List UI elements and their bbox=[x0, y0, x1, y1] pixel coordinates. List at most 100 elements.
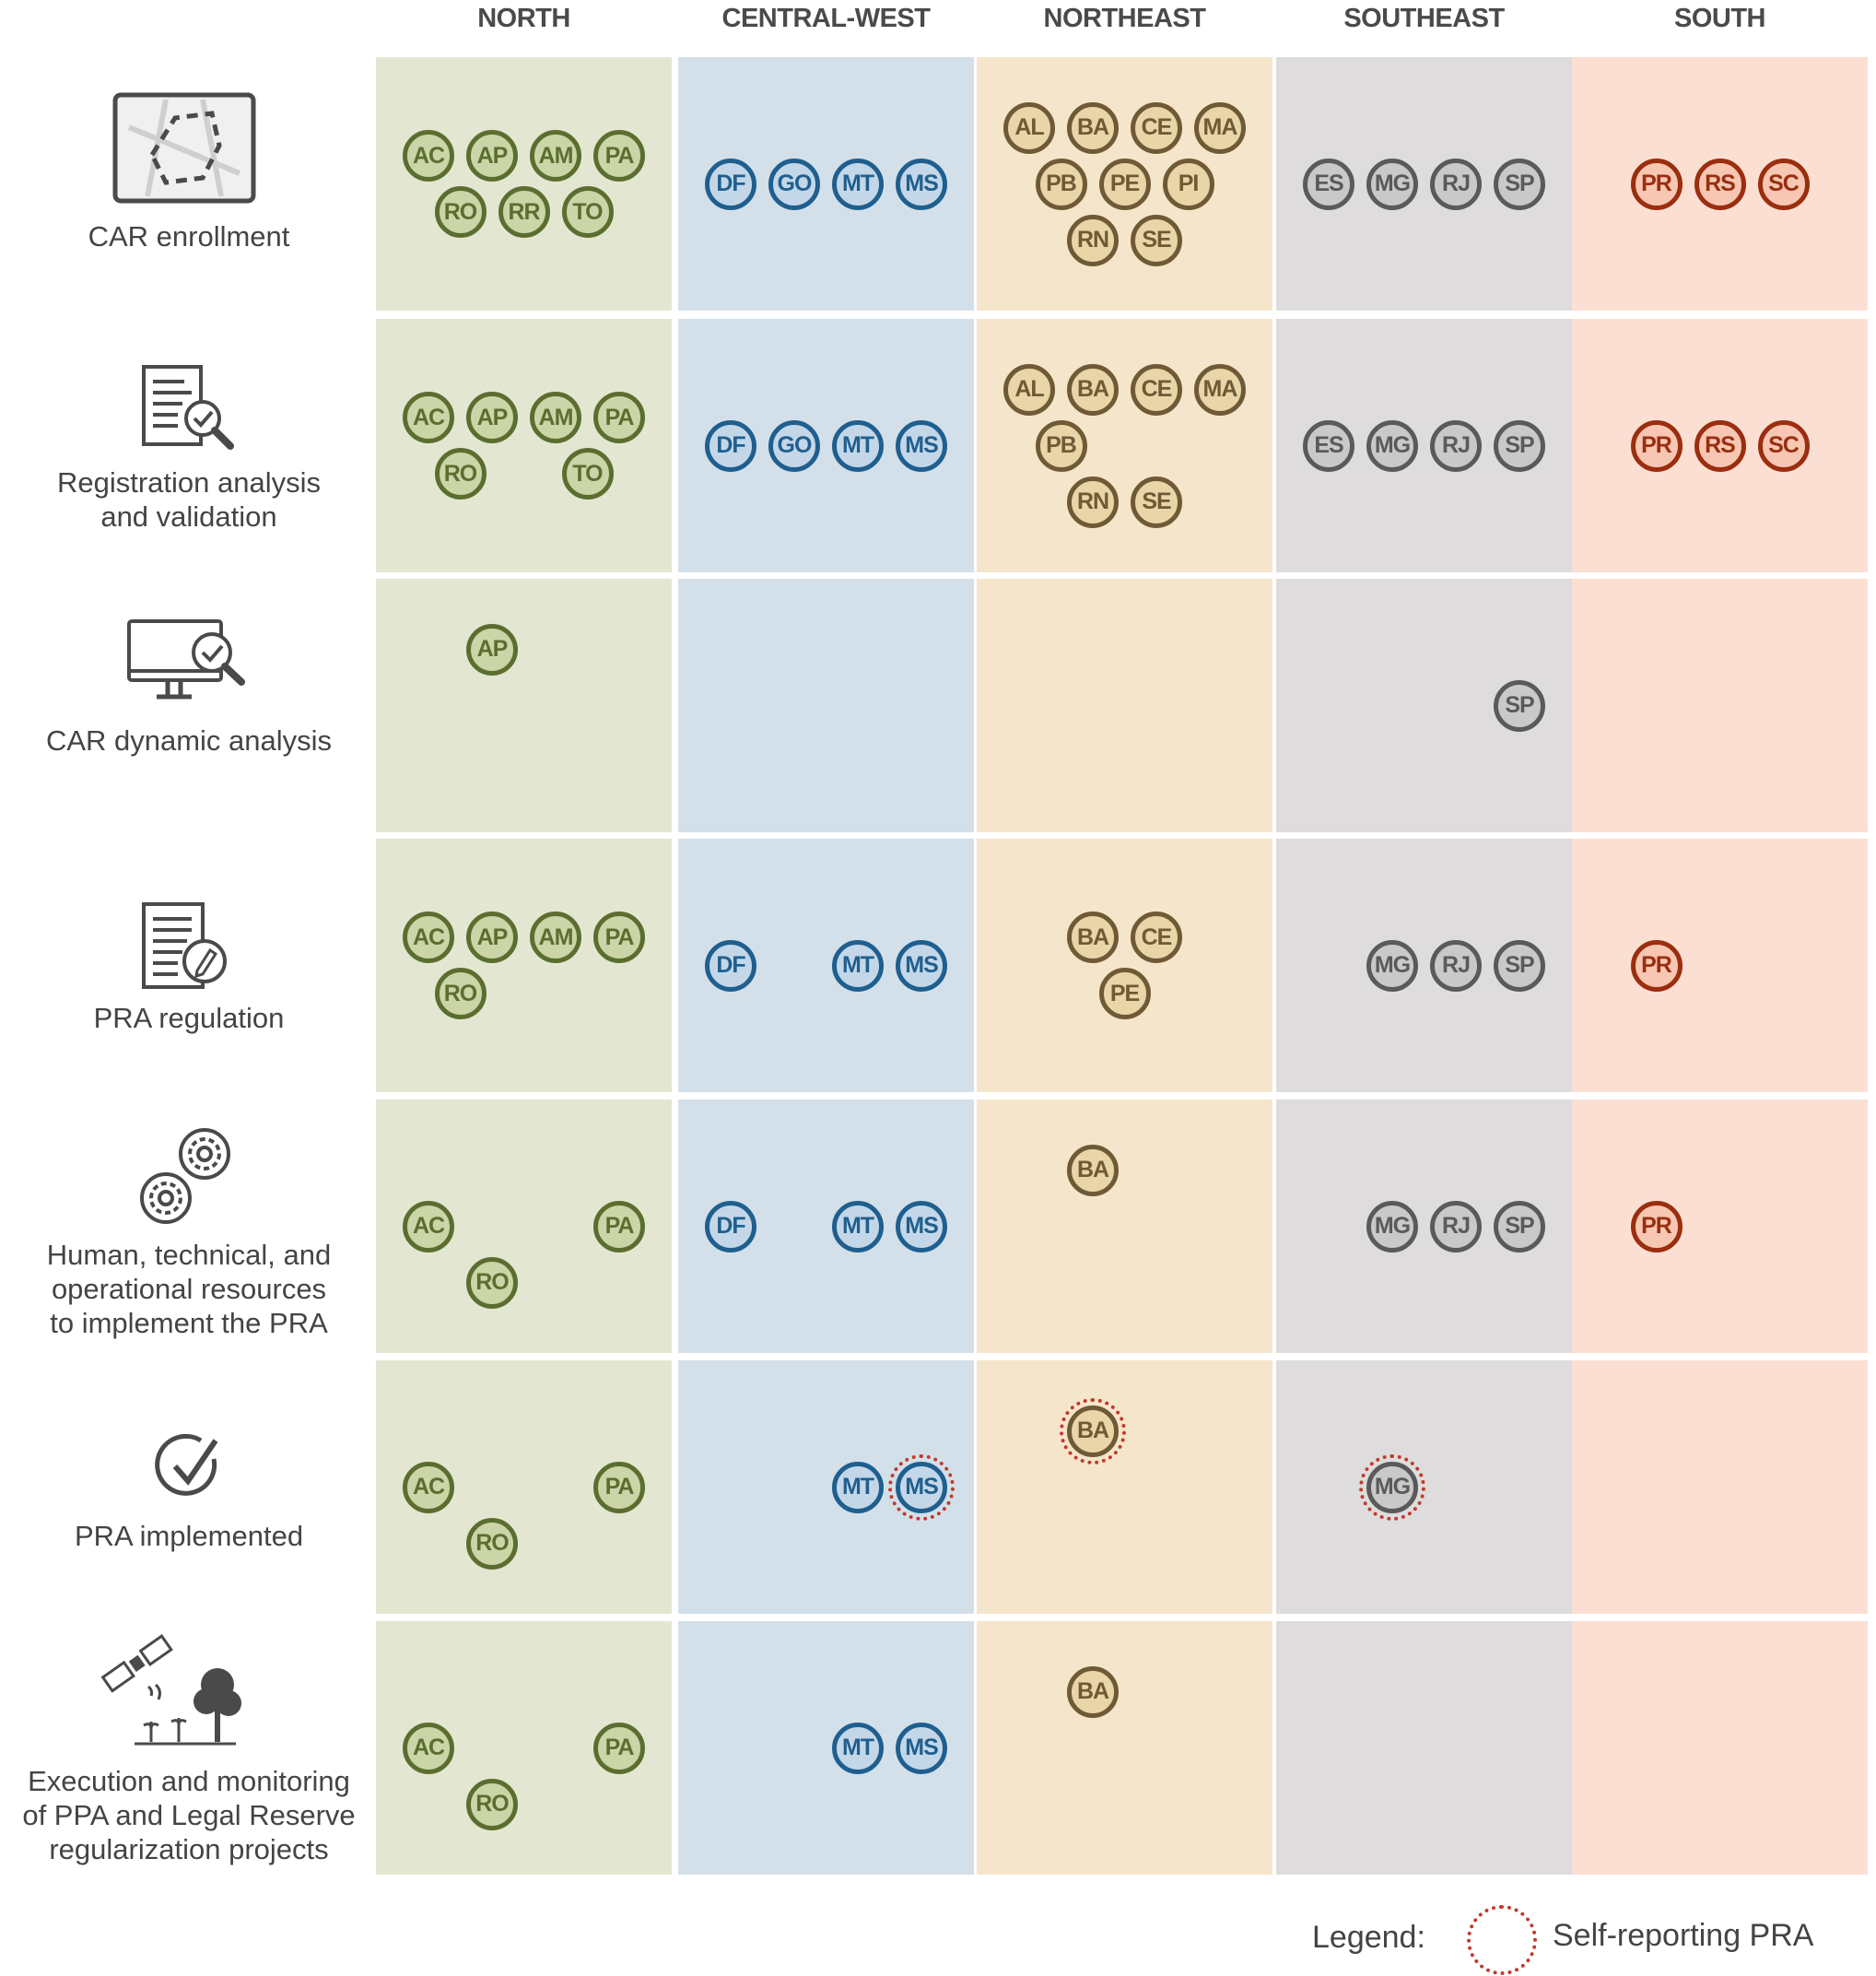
state-badge-df: DF bbox=[705, 419, 756, 472]
cell-dynamic_analysis-northeast bbox=[977, 579, 1272, 832]
cell-execution_monitoring-south bbox=[1572, 1621, 1868, 1875]
state-badge-pa: PA bbox=[593, 1722, 645, 1774]
state-badge-pr: PR bbox=[1630, 158, 1683, 210]
state-badge-mt: MT bbox=[832, 1722, 884, 1774]
stage-label-line: Registration analysis bbox=[56, 466, 322, 499]
state-badge-ro: RO bbox=[466, 1517, 518, 1570]
state-badge-ac: AC bbox=[403, 1200, 454, 1253]
state-badge-ba: BA bbox=[1067, 101, 1119, 154]
state-badge-al: AL bbox=[1003, 363, 1055, 416]
stage-label-dynamic_analysis: CAR dynamic analysis bbox=[18, 723, 359, 758]
state-badge-se: SE bbox=[1131, 476, 1182, 528]
state-badge-ap: AP bbox=[466, 912, 518, 963]
state-badge-rn: RN bbox=[1067, 476, 1119, 528]
state-badge-ma: MA bbox=[1194, 101, 1246, 154]
state-badge-pb: PB bbox=[1035, 419, 1087, 472]
state-badge-ac: AC bbox=[403, 392, 454, 443]
cell-resources-south bbox=[1572, 1100, 1868, 1353]
state-badge-ro: RO bbox=[434, 448, 487, 500]
stage-label-registration_analysis: Registration analysis and validation bbox=[18, 465, 359, 534]
state-badge-ro: RO bbox=[466, 1256, 518, 1309]
state-badge-ce: CE bbox=[1131, 912, 1182, 963]
state-badge-ap: AP bbox=[466, 392, 518, 443]
state-badge-mg: MG bbox=[1366, 158, 1418, 210]
stage-label-line: regularization projects bbox=[49, 1833, 329, 1865]
state-badge-rr: RR bbox=[498, 186, 550, 238]
state-badge-mg: MG bbox=[1366, 1200, 1418, 1253]
state-badge-rj: RJ bbox=[1430, 158, 1482, 210]
state-badge-to: TO bbox=[561, 448, 614, 500]
stage-label-line: and validation bbox=[100, 500, 277, 533]
cell-car_enrollment-north bbox=[376, 57, 672, 311]
state-badge-am: AM bbox=[530, 130, 581, 182]
state-badge-df: DF bbox=[705, 158, 756, 210]
legend-self-reporting-label: Self-reporting PRA bbox=[1553, 1918, 1814, 1953]
state-badge-pi: PI bbox=[1162, 158, 1214, 210]
state-badge-mg: MG bbox=[1366, 1461, 1418, 1513]
state-badge-ac: AC bbox=[403, 130, 454, 182]
state-badge-pa: PA bbox=[593, 1461, 645, 1513]
stage-label-car_enrollment: CAR enrollment bbox=[18, 219, 359, 253]
cell-registration_analysis-northeast bbox=[977, 319, 1272, 572]
state-badge-rj: RJ bbox=[1430, 419, 1482, 472]
state-badge-pe: PE bbox=[1098, 968, 1151, 1019]
document-search-icon bbox=[136, 363, 247, 460]
gears-icon bbox=[136, 1126, 238, 1232]
state-badge-df: DF bbox=[705, 1200, 756, 1253]
state-badge-mg: MG bbox=[1366, 419, 1418, 472]
state-badge-es: ES bbox=[1303, 419, 1354, 472]
state-badge-go: GO bbox=[768, 158, 820, 210]
column-header-north: NORTH bbox=[477, 4, 570, 33]
state-badge-ma: MA bbox=[1194, 363, 1246, 416]
state-badge-rs: RS bbox=[1694, 419, 1746, 472]
state-badge-sc: SC bbox=[1757, 419, 1810, 472]
state-badge-sp: SP bbox=[1494, 939, 1545, 992]
cell-pra_regulation-northeast bbox=[977, 839, 1272, 1092]
cell-dynamic_analysis-north bbox=[376, 579, 672, 832]
state-badge-pr: PR bbox=[1630, 1200, 1683, 1253]
stage-label-line: of PPA and Legal Reserve bbox=[22, 1799, 356, 1831]
state-badge-pb: PB bbox=[1035, 158, 1087, 210]
cell-execution_monitoring-southeast bbox=[1276, 1621, 1572, 1875]
column-header-southeast: SOUTHEAST bbox=[1343, 4, 1505, 33]
map-boundary-icon bbox=[111, 90, 258, 215]
state-badge-ac: AC bbox=[403, 912, 454, 963]
state-badge-pa: PA bbox=[593, 392, 645, 443]
state-badge-pr: PR bbox=[1630, 939, 1683, 992]
legend-title: Legend: bbox=[1312, 1920, 1425, 1955]
state-badge-ba: BA bbox=[1067, 1665, 1119, 1718]
state-badge-am: AM bbox=[530, 392, 581, 443]
state-badge-ms: MS bbox=[896, 419, 947, 472]
state-badge-es: ES bbox=[1303, 158, 1354, 210]
state-badge-ce: CE bbox=[1131, 363, 1182, 416]
column-header-central_west: CENTRAL-WEST bbox=[721, 4, 931, 33]
state-badge-mt: MT bbox=[832, 939, 884, 992]
stage-label-pra_regulation: PRA regulation bbox=[18, 1001, 359, 1035]
state-badge-pa: PA bbox=[593, 1200, 645, 1253]
stage-label-resources: Human, technical, and operational resourc… bbox=[18, 1238, 359, 1340]
legend-self-reporting-marker bbox=[1467, 1905, 1537, 1975]
state-badge-ms: MS bbox=[896, 1461, 947, 1513]
state-badge-am: AM bbox=[530, 912, 581, 963]
state-badge-ms: MS bbox=[896, 158, 947, 210]
state-badge-df: DF bbox=[705, 939, 756, 992]
state-badge-mt: MT bbox=[832, 158, 884, 210]
state-badge-sc: SC bbox=[1757, 158, 1810, 210]
stage-label-execution_monitoring: Execution and monitoring of PPA and Legal… bbox=[18, 1764, 359, 1866]
state-badge-ro: RO bbox=[466, 1778, 518, 1830]
state-badge-ac: AC bbox=[403, 1722, 454, 1774]
state-badge-ms: MS bbox=[896, 939, 947, 992]
state-badge-pa: PA bbox=[593, 912, 645, 963]
stage-label-line: CAR enrollment bbox=[88, 220, 290, 253]
state-badge-mt: MT bbox=[832, 1461, 884, 1513]
stage-label-line: CAR dynamic analysis bbox=[45, 724, 333, 757]
stage-label-line: to implement the PRA bbox=[50, 1307, 328, 1339]
stage-label-line: Human, technical, and bbox=[46, 1239, 332, 1271]
state-badge-ba: BA bbox=[1067, 363, 1119, 416]
cell-dynamic_analysis-south bbox=[1572, 579, 1868, 832]
state-badge-ce: CE bbox=[1131, 101, 1182, 154]
stage-label-pra_implemented: PRA implemented bbox=[18, 1519, 359, 1553]
state-badge-ac: AC bbox=[403, 1461, 454, 1513]
state-badge-rn: RN bbox=[1067, 214, 1119, 266]
